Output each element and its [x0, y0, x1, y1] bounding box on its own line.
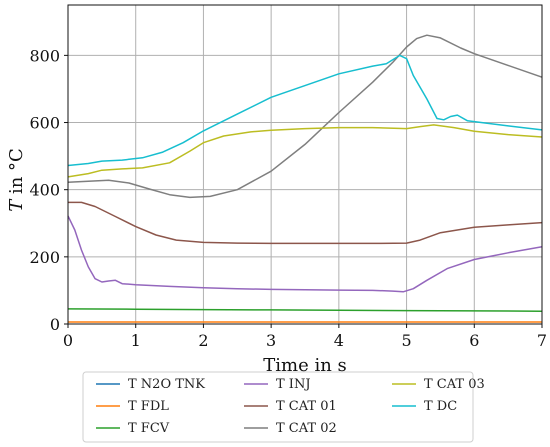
- series-line-t-dc: [67, 54, 543, 167]
- x-tick-label: 7: [537, 331, 547, 350]
- y-axis-ticks: 0 200 400 600 800: [29, 46, 68, 334]
- y-tick-label: 800: [29, 46, 60, 65]
- legend-label-t-fcv: T FCV: [128, 421, 170, 436]
- x-tick-label: 1: [131, 331, 141, 350]
- y-tick-label: 200: [29, 248, 60, 267]
- x-tick-label: 0: [63, 331, 73, 350]
- y-axis-label: T in °C: [6, 148, 27, 212]
- y-axis-label-unit: in °C: [6, 148, 27, 200]
- series-line-t-cat-02: [67, 34, 543, 199]
- series-line-t-inj: [67, 215, 543, 293]
- series-line-t-fcv: [67, 308, 543, 312]
- legend-label-t-inj: T INJ: [276, 377, 311, 392]
- x-tick-label: 3: [266, 331, 276, 350]
- y-tick-label: 600: [29, 114, 60, 133]
- series-line-t-cat-03: [67, 124, 543, 178]
- series-line-t-cat-01: [68, 201, 543, 245]
- x-axis-label: Time in s: [263, 355, 347, 376]
- x-tick-label: 6: [469, 331, 479, 350]
- legend-label-t-cat-01: T CAT 01: [276, 399, 337, 414]
- y-tick-label: 0: [50, 315, 60, 334]
- x-axis-ticks: 0 1 2 3 4 5 6 7: [63, 324, 547, 350]
- y-axis-label-symbol: T: [6, 198, 27, 212]
- legend-label-t-cat-02: T CAT 02: [276, 421, 337, 436]
- legend-label-t-cat-03: T CAT 03: [424, 377, 485, 392]
- x-tick-label: 2: [198, 331, 208, 350]
- series-lines: [67, 34, 543, 323]
- legend-label-t-fdl: T FDL: [128, 399, 169, 414]
- legend-label-t-n2o-tnk: T N2O TNK: [128, 377, 205, 392]
- legend-label-t-dc: T DC: [424, 399, 457, 414]
- x-tick-label: 4: [334, 331, 344, 350]
- plot-frame: [67, 4, 543, 325]
- legend: T N2O TNK T FDL T FCV T INJ T CAT 01 T CAT 02…: [82, 371, 485, 443]
- y-tick-label: 400: [29, 181, 60, 200]
- legend-box: [82, 371, 474, 443]
- x-tick-label: 5: [401, 331, 411, 350]
